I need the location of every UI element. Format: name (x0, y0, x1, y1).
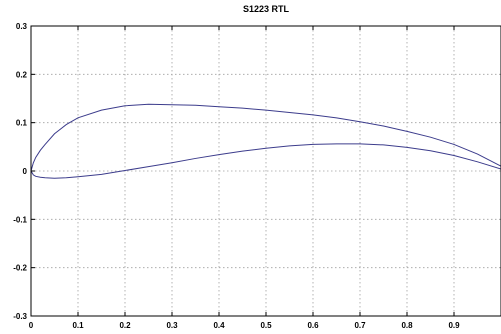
x-tick-label: 0 (29, 321, 34, 330)
tick-layer (30, 25, 455, 317)
x-tick-label: 0.1 (72, 321, 84, 330)
y-tick-label: 0 (23, 167, 28, 176)
chart-title: S1223 RTL (243, 4, 290, 14)
x-tick-label: 0.2 (119, 321, 131, 330)
label-layer: 0 0.1 0.2 0.3 0.4 0.5 0.6 0.7 0.8 0.90.30.20.10-0… (13, 22, 460, 330)
x-tick-label: 0.4 (213, 321, 225, 330)
x-tick-label: 0.9 (448, 321, 460, 330)
x-tick-label: 0.3 (166, 321, 178, 330)
y-tick-label: -0.1 (13, 215, 27, 224)
grid-layer (31, 26, 501, 316)
x-tick-label: 0.7 (354, 321, 366, 330)
y-tick-label: -0.2 (13, 264, 27, 273)
y-tick-label: 0.1 (16, 119, 28, 128)
x-tick-label: 0.6 (307, 321, 319, 330)
y-tick-label: 0.2 (16, 70, 28, 79)
x-tick-label: 0.8 (401, 321, 413, 330)
y-tick-label: 0.3 (16, 22, 28, 31)
y-tick-label: -0.3 (13, 312, 27, 321)
x-tick-label: 0.5 (260, 321, 272, 330)
